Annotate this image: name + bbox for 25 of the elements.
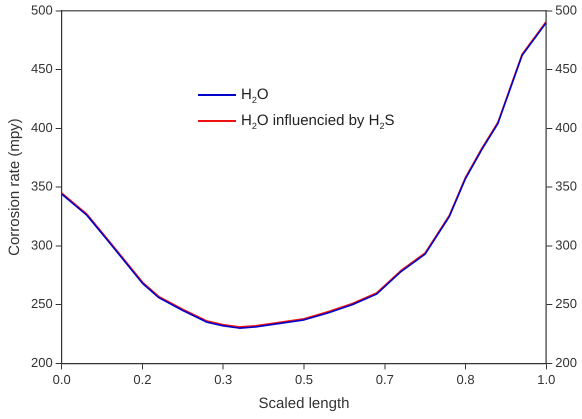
x-tick-label: 0.2 xyxy=(133,372,152,387)
y2-tick-label: 500 xyxy=(555,2,578,18)
x-tick-label: 0.7 xyxy=(376,372,394,387)
y-tick-label: 500 xyxy=(30,2,53,18)
x-tick-label: 1.0 xyxy=(537,372,556,387)
x-tick-label: 0.3 xyxy=(214,372,232,387)
y-tick-label: 350 xyxy=(30,178,53,194)
y-tick-label: 450 xyxy=(30,61,53,76)
y2-tick-label: 350 xyxy=(555,178,578,194)
y2-tick-label: 400 xyxy=(555,120,578,135)
y-tick-label: 200 xyxy=(30,354,53,370)
y-axis-title: Corrosion rate (mpy) xyxy=(6,118,24,256)
x-tick-label: 0.0 xyxy=(52,372,71,387)
legend-label: H$_{2}$O influencied by H$_{2}$S xyxy=(241,112,394,130)
x-tick-label: 0.5 xyxy=(294,372,314,387)
y2-tick-label: 200 xyxy=(555,354,578,370)
x-axis-title: Scaled length xyxy=(258,395,350,412)
y-tick-label: 300 xyxy=(30,237,53,252)
legend-label: H$_{2}$O xyxy=(241,86,269,104)
y-tick-label: 400 xyxy=(30,120,53,135)
y2-tick-label: 250 xyxy=(555,296,578,312)
y2-tick-label: 300 xyxy=(555,237,578,252)
y2-tick-label: 450 xyxy=(555,61,578,76)
x-tick-label: 0.8 xyxy=(456,372,475,387)
y-tick-label: 250 xyxy=(30,296,53,312)
